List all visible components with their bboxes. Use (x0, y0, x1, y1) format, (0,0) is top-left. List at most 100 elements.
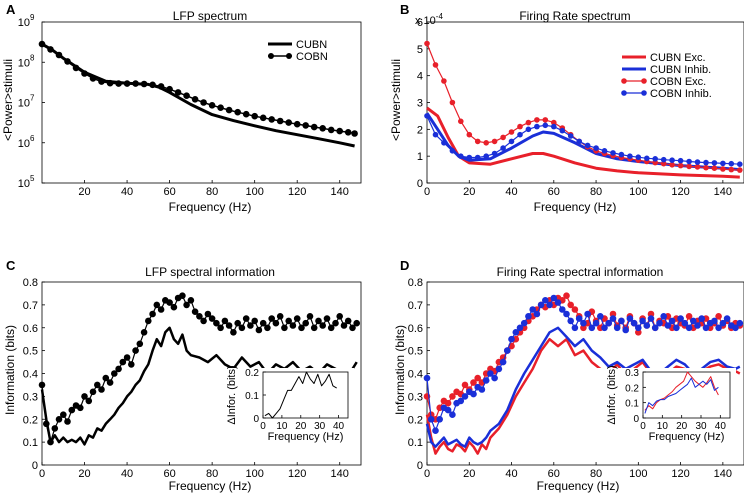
legend-marker-cobn-inhib- (641, 90, 647, 96)
panel-c-inset-xtick-label: 0 (260, 421, 266, 432)
panel-d-cobn-inhib--point (626, 315, 634, 322)
panel-b-xtick-label: 40 (505, 186, 517, 198)
panel-b-cobn-inhib--point (601, 148, 608, 154)
panel-c-ytick-label: 0 (32, 460, 38, 472)
panel-c-cobn-point (238, 324, 246, 332)
panel-c-cobn-point (145, 317, 152, 325)
panel-a-cobn-point (38, 40, 46, 48)
panel-d-ytick-label: 0.5 (408, 346, 423, 358)
panel-d-cobn-inhib--point (567, 317, 574, 325)
panel-d-ytick-label: 0 (417, 460, 423, 472)
panel-d-ytick-label: 0.4 (408, 369, 423, 381)
panel-d-cobn-exc--point (685, 313, 693, 320)
panel-c-letter: C (6, 258, 16, 273)
panel-d-cobn-inhib--point (605, 319, 612, 327)
panel-b-ytick-label: 2 (417, 124, 423, 136)
panel-b-cobn-inhib--point (508, 138, 515, 145)
panel-a-ytick-label: 10 (18, 98, 30, 110)
panel-d-cobn-inhib--point (715, 324, 722, 332)
legend-label-cobn-exc-: COBN Exc. (650, 76, 706, 88)
panel-c-cobn-point (302, 319, 310, 327)
panel-d-cobn-inhib--point (736, 319, 744, 327)
panel-a-cobn-point (55, 51, 63, 59)
panel-d-ytick-label: 0.6 (408, 323, 423, 335)
panel-b-title: Firing Rate spectrum (519, 9, 630, 23)
panel-d-cobn-inhib--point (643, 322, 651, 329)
panel-c-ytick-label: 0.3 (23, 391, 38, 403)
panel-a-cobn-point (106, 79, 114, 87)
panel-b-cobn-exc--point (491, 138, 498, 145)
panel-d-cobn-exc--point (647, 310, 655, 318)
panel-a-ytick-exponent: 9 (30, 13, 35, 22)
panel-d-xtick-label: 60 (548, 468, 560, 480)
panel-b-cobn-inhib--point (567, 133, 574, 139)
panel-d-ytick-label: 0.8 (408, 277, 423, 289)
panel-b-plot: 0 20 40 60 80 100 120 140 0 1 2 3 4 5 6 CUBN Exc.CUBN I… (417, 17, 744, 198)
panel-b-cobn-exc--point (534, 117, 540, 123)
panel-d-cobn-exc--point (715, 313, 722, 320)
panel-b-cobn-exc--point (517, 123, 523, 130)
panel-b-cobn-exc--point (466, 131, 473, 138)
panel-c-inset-xtick-label: 40 (333, 421, 345, 432)
panel-d-cobn-inhib--point (635, 324, 642, 332)
panel-d-cobn-exc--point (461, 381, 469, 389)
panel-c-cobn-point (196, 313, 203, 320)
panel-c-cobn-point (81, 393, 88, 400)
panel-b-cobn-inhib--point (424, 113, 430, 119)
panel-c-cobn-point (336, 313, 344, 320)
panel-c-cobn-point (264, 324, 271, 332)
panel-b-cobn-inhib--point (660, 156, 667, 163)
panel-d-cobn-inhib--point (660, 313, 667, 320)
panel-b-cubn-exc--line (426, 106, 740, 179)
panel-c-cobn-point (132, 347, 139, 354)
panel-a-cobn-point (81, 70, 88, 77)
panel-c-ytick-label: 0.2 (23, 414, 38, 426)
legend-marker-cobn-exc- (641, 78, 647, 84)
panel-c-ytick-label: 0.6 (23, 323, 38, 335)
panel-c-cobn-point (157, 306, 165, 313)
panel-b-ylabel: <Power>stimuli (389, 59, 403, 141)
panel-d-xtick-label: 20 (463, 468, 475, 480)
panel-b-cobn-inhib--point (458, 153, 464, 159)
panel-a-xlabel: Frequency (Hz) (169, 200, 252, 214)
panel-d-cobn-inhib--point (723, 315, 731, 322)
panel-a-cobn-point (140, 80, 148, 88)
panel-b-cobn-inhib--point (644, 155, 650, 162)
panel-a-xtick-label: 100 (245, 186, 263, 198)
panel-d-cobn-exc--point (563, 292, 570, 300)
panel-a-cobn-point (285, 119, 293, 126)
panel-b-cobn-exc--point (508, 129, 515, 135)
panel-b-ytick-label: 3 (417, 98, 423, 110)
panel-d-ytick-label: 0.1 (408, 437, 423, 449)
panel-d-cobn-inhib--point (470, 390, 477, 398)
panel-a-cobn-point (225, 106, 233, 114)
panel-c: C LFP spectral information 0 20 40 60 80 100 1… (3, 258, 362, 493)
panel-b-cobn-inhib--point (551, 123, 557, 130)
panel-c-cobn-point (353, 319, 361, 327)
panel-b-cobn-exc--point (449, 99, 456, 106)
panel-d-cobn-inhib--point (690, 317, 697, 325)
panel-a-cobn-point (123, 80, 131, 87)
panel-b-cobn-exc--point (669, 162, 675, 168)
panel-d-cobn-inhib--point (427, 416, 435, 423)
panel-c-cobn-point (268, 315, 276, 322)
panel-b-cobn-inhib--point (534, 123, 540, 130)
panel-d-cobn-inhib--point (554, 299, 562, 306)
panel-d-cobn-inhib--point (711, 317, 718, 325)
panel-a-cobn-point (251, 112, 258, 120)
panel-c-cobn-point (149, 310, 156, 318)
panel-d-cobn-inhib--point (580, 319, 587, 327)
panel-a-ytick-exponent: 5 (30, 174, 35, 183)
panel-d-xtick-label: 120 (671, 468, 689, 480)
legend-marker-cobn (268, 53, 274, 59)
panel-d-cobn-inhib--point (668, 317, 676, 325)
panel-d-ylabel: Information (bits) (393, 325, 407, 415)
panel-c-inset-xtick-label: 30 (314, 421, 326, 432)
panel-c-cobn-point (332, 319, 339, 327)
panel-b-cobn-inhib--point (694, 159, 701, 165)
panel-b-cobn-inhib--point (483, 153, 490, 159)
panel-d-inset-xtick-label: 30 (695, 421, 707, 432)
panel-b-xtick-label: 140 (714, 186, 732, 198)
panel-b-cobn-exc--point (432, 62, 439, 68)
